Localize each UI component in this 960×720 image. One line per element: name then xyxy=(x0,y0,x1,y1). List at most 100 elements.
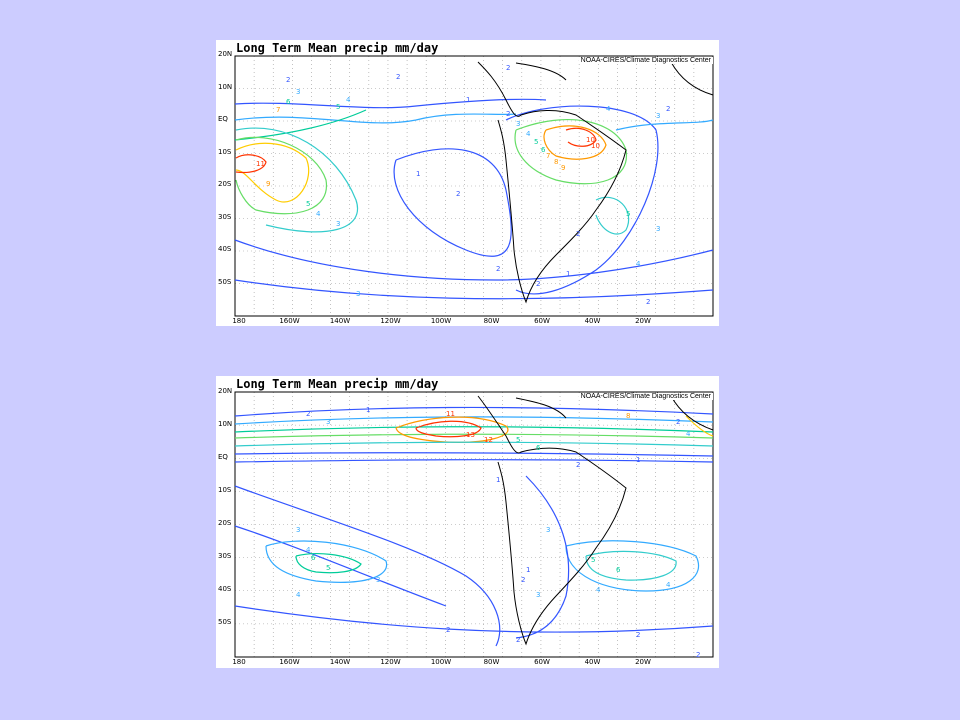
contour-label: 1 xyxy=(496,476,501,484)
contour-label: 5 xyxy=(534,138,539,146)
contour-label: 6 xyxy=(286,98,291,106)
lat-tick-label: 30S xyxy=(218,552,232,561)
contour-label: 2 xyxy=(456,190,461,198)
contour-lines xyxy=(234,406,714,647)
contour-label: 10 xyxy=(586,136,595,144)
lat-tick-label: 50S xyxy=(218,618,232,627)
lon-tick-label: 180 xyxy=(232,317,246,325)
map-title: Long Term Mean precip mm/day xyxy=(236,41,439,55)
lon-tick-label: 80W xyxy=(483,658,500,666)
contour-label: 3 xyxy=(546,526,551,534)
lat-tick-label: 20N xyxy=(218,386,233,395)
lat-tick-label: 20N xyxy=(218,50,233,59)
coastlines xyxy=(477,61,714,304)
lon-tick-label: 60W xyxy=(534,317,550,325)
contour-label: 2 xyxy=(496,265,501,273)
contour-label: 1 xyxy=(416,170,421,178)
contour-label: 5 xyxy=(626,210,631,218)
contour-label: 3 xyxy=(296,88,301,96)
contour-label: 3 xyxy=(376,576,381,584)
contour-label: 5 xyxy=(516,436,521,444)
contour-label: 5 xyxy=(306,200,311,208)
contour-label: 5 xyxy=(591,556,596,564)
contour-label: 3 xyxy=(356,290,361,298)
contour-label: 2 xyxy=(576,230,581,238)
contour-label: 5 xyxy=(326,564,331,572)
lon-tick-label: 140W xyxy=(329,658,351,666)
contour-label: 3 xyxy=(656,112,661,120)
lat-tick-label: 50S xyxy=(218,277,232,286)
precip-map-bottom: Long Term Mean precip mm/day NOAA-CIRES/… xyxy=(216,376,719,668)
lat-tick-label: EQ xyxy=(218,452,228,461)
coastlines xyxy=(477,395,714,646)
contour-lines xyxy=(234,98,714,300)
lon-tick-label: 180 xyxy=(232,658,246,666)
contour-label: 2 xyxy=(286,76,291,84)
contour-label: 7 xyxy=(546,152,551,160)
contour-label: 9 xyxy=(561,164,566,172)
contour-label: 4 xyxy=(306,546,311,554)
contour-label: 4 xyxy=(346,96,351,104)
lon-tick-label: 40W xyxy=(584,658,601,666)
lat-lon-grid xyxy=(235,56,713,316)
lon-tick-label: 140W xyxy=(329,317,351,325)
contour-label: 1 xyxy=(526,566,531,574)
contour-label: 10 xyxy=(591,142,600,150)
lat-tick-label: 10S xyxy=(218,485,232,494)
lat-tick-label: 20S xyxy=(218,519,232,528)
contour-label: 4 xyxy=(636,260,641,268)
lon-tick-label: 40W xyxy=(584,317,601,325)
contour-label: 2 xyxy=(666,105,671,113)
lon-tick-label: 60W xyxy=(534,658,550,666)
lon-tick-label: 160W xyxy=(279,317,300,325)
lat-tick-label: 40S xyxy=(218,245,232,254)
contour-label: 2 xyxy=(506,110,511,118)
lon-tick-label: 100W xyxy=(430,317,452,325)
contour-label: 6 xyxy=(541,146,546,154)
contour-label: 4 xyxy=(316,210,321,218)
contour-label: 3 xyxy=(656,225,661,233)
contour-label: 4 xyxy=(526,130,531,138)
contour-label: 8 xyxy=(554,158,559,166)
contour-label: 7 xyxy=(276,106,281,114)
contour-label: 6 xyxy=(536,444,541,452)
contour-label: 2 xyxy=(676,418,681,426)
data-source-credit: NOAA-CIRES/Climate Diagnostics Center xyxy=(578,393,713,400)
contour-label: 4 xyxy=(606,105,611,113)
contour-label: 9 xyxy=(266,180,271,188)
contour-label: 3 xyxy=(536,591,541,599)
contour-label: 3 xyxy=(296,526,301,534)
map-frame xyxy=(234,391,714,658)
contour-label: 2 xyxy=(516,636,521,644)
lat-tick-label: 20S xyxy=(218,180,232,189)
lat-tick-label: EQ xyxy=(218,115,228,124)
contour-label: 4 xyxy=(596,586,601,594)
lon-tick-label: 160W xyxy=(279,658,300,666)
contour-label: 11 xyxy=(256,160,265,168)
contour-label: 6 xyxy=(616,566,621,574)
lon-tick-label: 20W xyxy=(635,317,651,325)
contour-label: 2 xyxy=(446,626,451,634)
lat-tick-label: 40S xyxy=(218,585,232,594)
contour-label: 8 xyxy=(626,412,631,420)
contour-label: 4 xyxy=(296,591,301,599)
contour-label: 1 xyxy=(466,96,471,104)
map-canvas-top xyxy=(234,55,714,317)
contour-label: 12 xyxy=(484,436,493,444)
contour-label: 2 xyxy=(646,298,651,306)
map-frame xyxy=(234,55,714,317)
contour-label: 3 xyxy=(326,418,331,426)
contour-label: 2 xyxy=(576,461,581,469)
lon-tick-label: 120W xyxy=(380,317,401,325)
lat-tick-label: 10N xyxy=(218,419,233,428)
contour-label: 2 xyxy=(506,64,511,72)
contour-label: 4 xyxy=(666,581,671,589)
contour-label: 13 xyxy=(466,431,475,439)
contour-label: 2 xyxy=(521,576,526,584)
contour-label: 2 xyxy=(306,410,311,418)
lon-tick-label: 20W xyxy=(635,658,651,666)
map-canvas-bottom xyxy=(234,391,714,658)
contour-label: 2 xyxy=(696,651,701,659)
contour-label: 3 xyxy=(336,220,341,228)
contour-label: 4 xyxy=(686,430,691,438)
